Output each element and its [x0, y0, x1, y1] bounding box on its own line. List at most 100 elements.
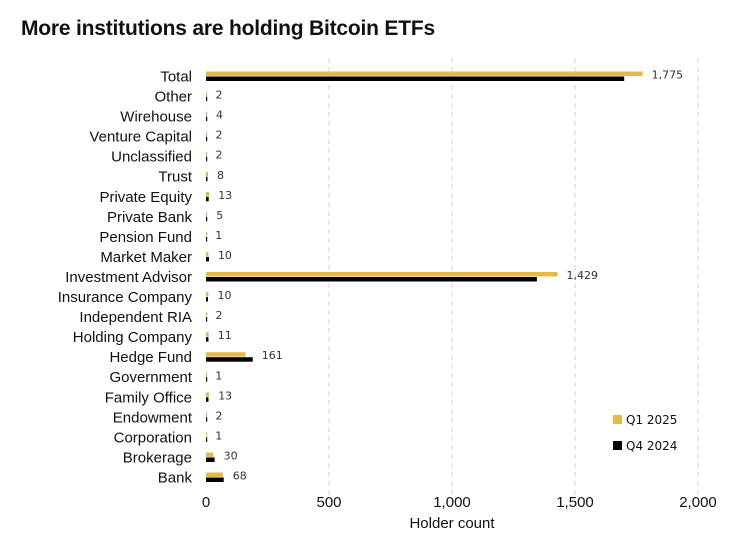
- bar-investment-advisor-q1-2025: [206, 272, 558, 277]
- bar-holding-company-q4-2024: [206, 337, 209, 342]
- data-label-insurance-company: 10: [217, 289, 231, 302]
- bar-family-office-q4-2024: [206, 397, 209, 402]
- category-labels: Total Other Wirehouse Venture Capital Unclas…: [58, 68, 193, 486]
- data-label-private-bank: 5: [216, 209, 223, 222]
- data-label-private-equity: 13: [218, 189, 232, 202]
- x-tick-label-2-000: 2,000: [679, 494, 717, 511]
- data-label-bank: 68: [233, 470, 247, 483]
- bar-insurance-company-q4-2024: [206, 297, 208, 302]
- x-tick-label-500: 500: [316, 494, 341, 511]
- category-label-insurance-company: Insurance Company: [58, 289, 193, 306]
- data-label-pension-fund: 1: [215, 229, 222, 242]
- category-label-unclassified: Unclassified: [111, 149, 192, 166]
- bar-corporation-q4-2024: [206, 437, 208, 442]
- bar-bank-q1-2025: [206, 472, 223, 477]
- data-label-wirehouse: 4: [216, 109, 223, 122]
- data-label-market-maker: 10: [218, 249, 232, 262]
- bar-market-maker-q1-2025: [206, 251, 209, 257]
- bar-endowment-q1-2025: [206, 412, 208, 417]
- category-label-hedge-fund: Hedge Fund: [109, 349, 192, 366]
- bar-total-q4-2024: [206, 76, 625, 81]
- data-label-endowment: 2: [215, 409, 222, 422]
- bar-independent-ria-q4-2024: [206, 317, 208, 322]
- data-label-family-office: 13: [218, 389, 232, 402]
- category-label-government: Government: [109, 369, 192, 386]
- x-axis-ticks: 0 500 1,000 1,500 2,000: [202, 494, 717, 511]
- category-label-wirehouse: Wirehouse: [120, 109, 192, 126]
- bar-hedge-fund-q1-2025: [206, 352, 246, 357]
- bar-hedge-fund-q4-2024: [206, 357, 253, 362]
- bar-holding-company-q1-2025: [206, 332, 209, 337]
- bar-other-q1-2025: [206, 91, 208, 97]
- bar-private-equity-q1-2025: [206, 191, 210, 197]
- bar-private-equity-q4-2024: [206, 196, 209, 202]
- bar-brokerage-q1-2025: [206, 452, 214, 457]
- bar-insurance-company-q1-2025: [206, 292, 209, 297]
- x-tick-label-1-000: 1,000: [433, 494, 471, 511]
- category-label-trust: Trust: [158, 169, 192, 186]
- category-label-market-maker: Market Maker: [100, 249, 192, 266]
- data-label-hedge-fund: 161: [262, 349, 283, 362]
- bar-endowment-q4-2024: [206, 417, 208, 422]
- bar-bank-q4-2024: [206, 477, 224, 482]
- bar-venture-capital-q4-2024: [206, 136, 208, 142]
- bar-private-bank-q4-2024: [206, 216, 208, 222]
- category-label-holding-company: Holding Company: [73, 329, 193, 346]
- data-label-corporation: 1: [215, 429, 222, 442]
- category-label-pension-fund: Pension Fund: [99, 229, 192, 246]
- data-label-independent-ria: 2: [215, 309, 222, 322]
- category-label-private-equity: Private Equity: [99, 189, 192, 206]
- category-label-other: Other: [154, 89, 192, 106]
- bar-trust-q4-2024: [206, 176, 208, 182]
- category-label-investment-advisor: Investment Advisor: [65, 269, 192, 286]
- category-label-endowment: Endowment: [113, 409, 193, 426]
- bar-unclassified-q1-2025: [206, 151, 208, 157]
- bar-family-office-q1-2025: [206, 392, 210, 397]
- data-label-total: 1,775: [652, 69, 684, 82]
- bar-pension-fund-q4-2024: [206, 236, 208, 242]
- bar-other-q4-2024: [206, 96, 208, 102]
- category-label-bank: Bank: [158, 469, 193, 486]
- legend-item-q4-2024: Q4 2024: [613, 439, 677, 453]
- data-label-government: 1: [215, 369, 222, 382]
- legend-label-q1-2025: Q1 2025: [626, 413, 677, 427]
- bar-private-bank-q1-2025: [206, 211, 208, 217]
- bar-independent-ria-q1-2025: [206, 312, 208, 317]
- legend-swatch-q4-2024: [613, 441, 622, 450]
- category-label-brokerage: Brokerage: [123, 449, 192, 466]
- bar-venture-capital-q1-2025: [206, 131, 208, 137]
- data-label-holding-company: 11: [218, 329, 232, 342]
- data-label-venture-capital: 2: [215, 129, 222, 142]
- bar-government-q4-2024: [206, 377, 208, 382]
- x-tick-label-1-500: 1,500: [556, 494, 594, 511]
- data-label-other: 2: [215, 89, 222, 102]
- bar-market-maker-q4-2024: [206, 256, 209, 262]
- x-tick-label-0: 0: [202, 494, 210, 511]
- category-label-corporation: Corporation: [114, 429, 192, 446]
- category-label-total: Total: [160, 68, 192, 85]
- bar-government-q1-2025: [206, 372, 208, 377]
- bar-trust-q1-2025: [206, 171, 208, 177]
- category-label-independent-ria: Independent RIA: [79, 309, 192, 326]
- data-label-investment-advisor: 1,429: [567, 269, 599, 282]
- data-label-unclassified: 2: [215, 149, 222, 162]
- bars: [206, 71, 643, 482]
- category-label-private-bank: Private Bank: [107, 209, 193, 226]
- bar-pension-fund-q1-2025: [206, 231, 208, 237]
- data-label-trust: 8: [217, 169, 224, 182]
- category-label-family-office: Family Office: [105, 389, 192, 406]
- chart-title: More institutions are holding Bitcoin ET…: [21, 17, 435, 40]
- bar-wirehouse-q1-2025: [206, 111, 208, 117]
- bar-total-q1-2025: [206, 71, 643, 76]
- bar-unclassified-q4-2024: [206, 156, 208, 162]
- legend-label-q4-2024: Q4 2024: [626, 439, 677, 453]
- bar-wirehouse-q4-2024: [206, 116, 208, 122]
- legend-item-q1-2025: Q1 2025: [613, 413, 677, 427]
- bar-brokerage-q4-2024: [206, 457, 215, 462]
- category-label-venture-capital: Venture Capital: [89, 129, 192, 146]
- x-axis-title: Holder count: [409, 515, 495, 532]
- legend-swatch-q1-2025: [613, 415, 622, 424]
- bar-investment-advisor-q4-2024: [206, 277, 537, 282]
